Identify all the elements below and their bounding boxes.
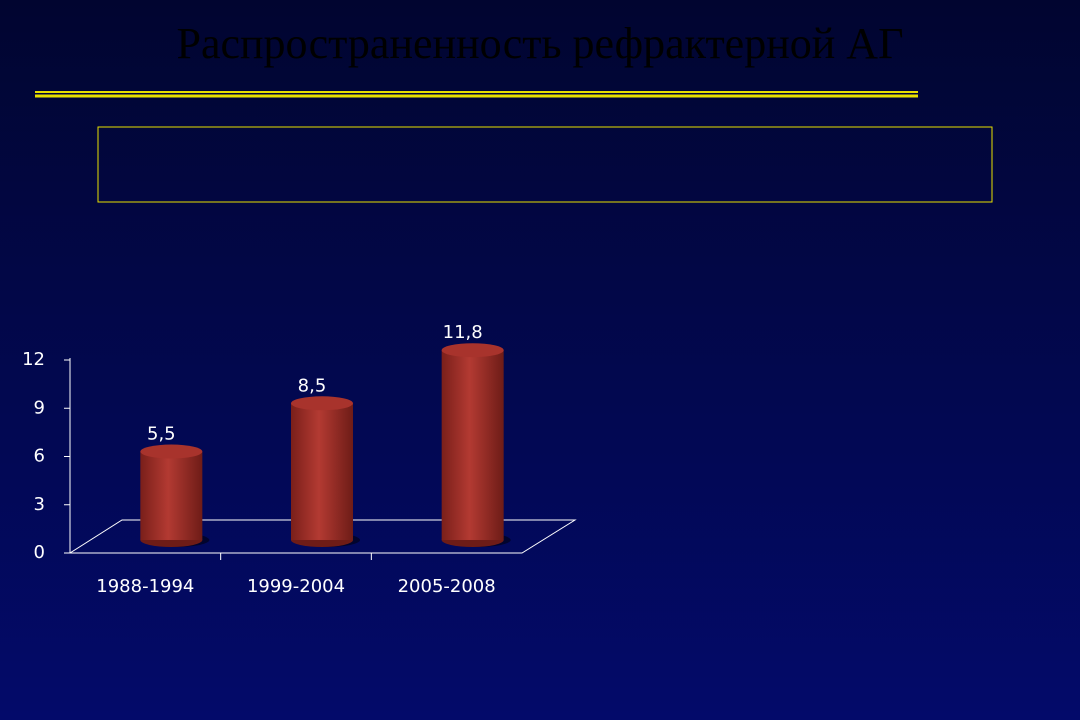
bar-top [291,396,353,411]
x-tick-label: 2005-2008 [398,576,496,597]
bar-top [140,444,203,459]
y-tick-label: 9 [34,397,45,418]
x-tick-label: 1999-2004 [247,576,345,597]
bar-top [441,343,504,358]
x-tick-label: 1988-1994 [96,576,194,597]
text-box [97,126,993,203]
chart-title: Распространенность рефрактерной АГ [176,19,903,68]
value-label: 8,5 [298,375,327,396]
value-label: 5,5 [147,424,176,445]
y-tick-label: 6 [34,446,45,467]
y-tick-label: 12 [22,349,45,370]
value-label: 11,8 [443,322,483,343]
bar [140,451,203,540]
y-tick-label: 0 [34,542,45,563]
bar [291,403,353,540]
bar [441,350,504,540]
y-tick-label: 3 [34,494,45,515]
